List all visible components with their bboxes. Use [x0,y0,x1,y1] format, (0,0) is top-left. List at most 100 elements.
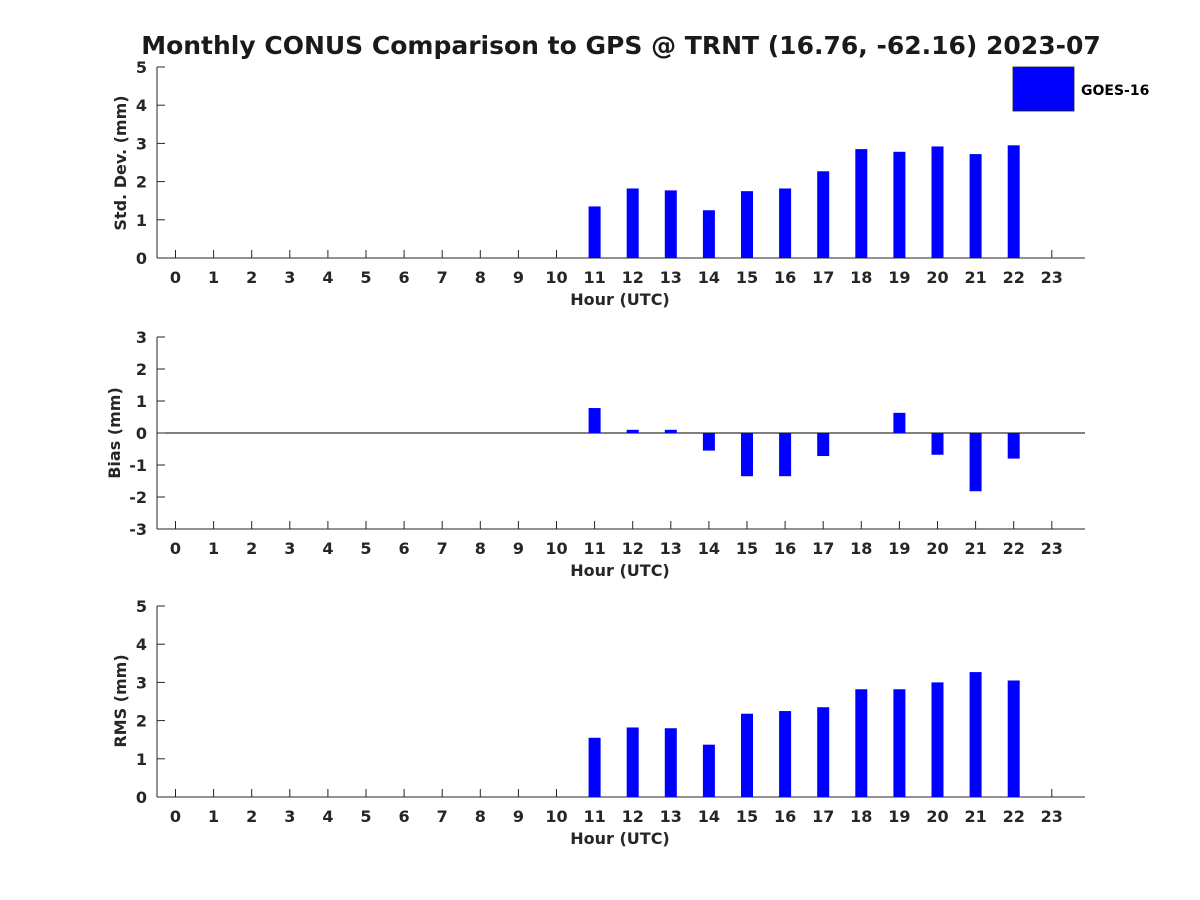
x-tick-label: 19 [888,807,910,826]
bar [969,154,982,258]
x-tick-label: 22 [1003,539,1025,558]
x-tick-label: 17 [812,539,834,558]
y-axis-label: Bias (mm) [105,387,124,479]
legend-label: GOES-16 [1081,83,1149,99]
bar [741,713,753,797]
x-tick-label: 4 [322,807,333,826]
x-tick-label: 18 [850,807,872,826]
x-tick-label: 8 [475,539,486,558]
bar [817,171,830,258]
y-axis-label: RMS (mm) [111,654,130,747]
legend: GOES-16 [1012,66,1149,112]
x-tick-label: 21 [964,807,986,826]
bar [779,188,792,258]
x-tick-label: 0 [170,268,181,287]
x-tick-label: 1 [208,268,219,287]
x-tick-label: 11 [583,539,605,558]
x-tick-label: 18 [850,268,872,287]
x-tick-label: 9 [513,539,524,558]
bar [969,433,982,492]
x-axis-label: Hour (UTC) [570,829,670,848]
bar [931,682,944,797]
bar [588,737,601,797]
x-tick-label: 14 [698,539,720,558]
x-tick-label: 6 [399,268,410,287]
x-tick-label: 3 [284,539,295,558]
y-tick-label: -3 [129,520,147,539]
x-tick-label: 20 [926,539,948,558]
x-tick-label: 21 [964,539,986,558]
x-tick-label: 10 [545,539,567,558]
x-tick-label: 15 [736,268,758,287]
y-tick-label: 0 [136,788,147,807]
bar [931,146,944,258]
x-tick-label: 9 [513,807,524,826]
y-tick-label: -2 [129,488,147,507]
x-tick-label: 8 [475,268,486,287]
x-tick-label: 1 [208,539,219,558]
x-tick-label: 12 [622,268,644,287]
x-tick-label: 16 [774,268,796,287]
x-tick-label: 3 [284,807,295,826]
y-tick-label: 0 [136,249,147,268]
legend-swatch [1012,66,1075,112]
y-tick-label: 4 [136,635,147,654]
x-tick-label: 2 [246,807,257,826]
bar [779,711,792,797]
x-tick-label: 17 [812,807,834,826]
bar [1007,145,1020,258]
bar [855,689,868,797]
y-tick-label: 2 [136,173,147,192]
x-tick-label: 23 [1041,268,1063,287]
x-tick-label: 19 [888,268,910,287]
x-tick-label: 6 [399,807,410,826]
y-tick-label: 3 [136,673,147,692]
x-axis-label: Hour (UTC) [570,290,670,309]
bar [588,206,601,258]
x-tick-label: 16 [774,539,796,558]
x-tick-label: 12 [622,539,644,558]
x-tick-label: 13 [660,268,682,287]
bar [1007,433,1020,459]
bar [893,412,906,433]
x-tick-label: 14 [698,268,720,287]
x-tick-label: 18 [850,539,872,558]
bar [893,689,906,797]
x-tick-label: 23 [1041,539,1063,558]
bar [588,408,601,433]
bar [702,744,715,797]
y-tick-label: 3 [136,328,147,347]
bar [702,210,715,258]
bar [893,151,906,258]
x-tick-label: 9 [513,268,524,287]
bar [855,149,868,258]
x-tick-label: 7 [437,807,448,826]
y-tick-label: 2 [136,712,147,731]
bar [664,429,677,433]
bar [741,433,753,477]
bar [626,188,639,258]
bar [664,190,677,258]
x-tick-label: 15 [736,807,758,826]
y-tick-label: 3 [136,134,147,153]
x-tick-label: 7 [437,268,448,287]
x-tick-label: 23 [1041,807,1063,826]
x-tick-label: 3 [284,268,295,287]
chart-title: Monthly CONUS Comparison to GPS @ TRNT (… [141,31,1101,60]
y-tick-label: 2 [136,360,147,379]
y-tick-label: 4 [136,96,147,115]
bar [741,191,753,258]
x-tick-label: 6 [399,539,410,558]
x-tick-label: 5 [360,268,371,287]
x-tick-label: 11 [583,807,605,826]
x-tick-label: 4 [322,539,333,558]
x-tick-label: 2 [246,539,257,558]
y-tick-label: 1 [136,392,147,411]
x-axis-label: Hour (UTC) [570,561,670,580]
x-tick-label: 22 [1003,807,1025,826]
x-tick-label: 21 [964,268,986,287]
